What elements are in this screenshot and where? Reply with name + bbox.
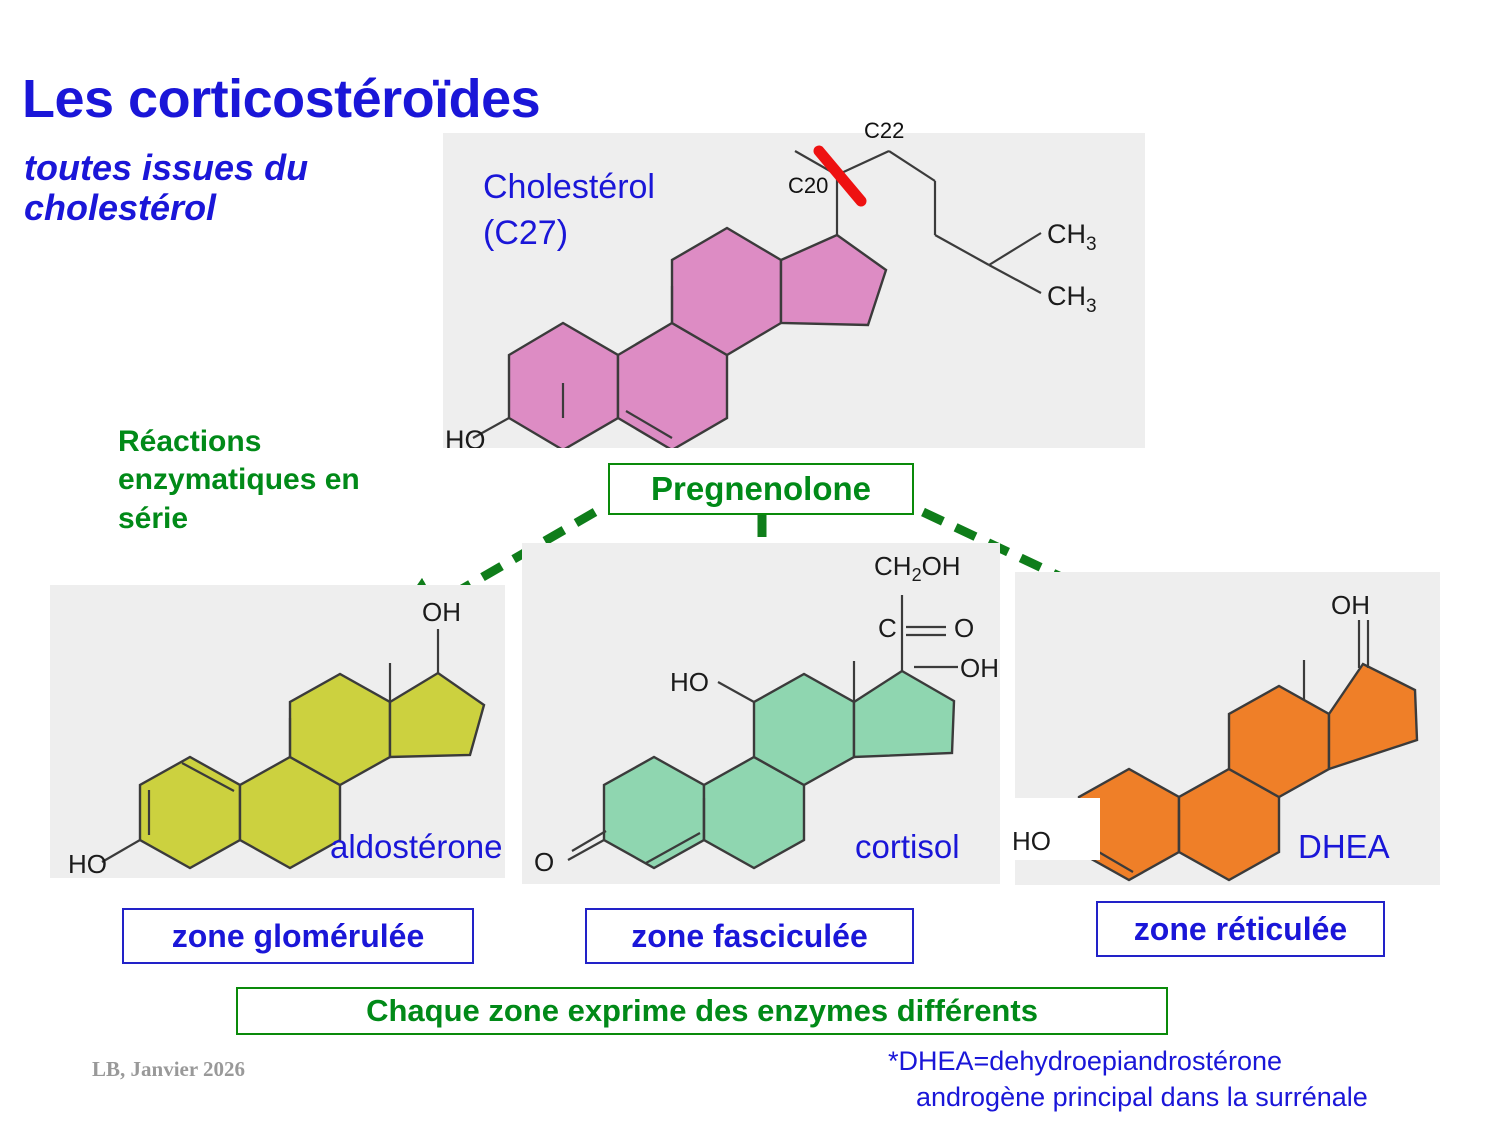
cortisol-structure-svg: O HO CH2OH C O OH (534, 551, 999, 877)
enzymes-note-box: Chaque zone exprime des enzymes différen… (236, 987, 1168, 1035)
cortisol-figure-panel: O HO CH2OH C O OH (522, 543, 1000, 884)
pregnenolone-label: Pregnenolone (650, 470, 872, 507)
cortisol-name-label: cortisol (855, 828, 960, 865)
atom-label-oh: OH (422, 597, 461, 627)
zone-box-glomerulee: zone glomérulée (122, 908, 474, 964)
footer-note-line2: androgène principal dans la surrénale (916, 1081, 1368, 1112)
aldosterone-figure-panel: HO OH (50, 585, 505, 878)
enzymes-note-label: Chaque zone exprime des enzymes différen… (366, 993, 1038, 1028)
atom-label-oh: OH (1331, 590, 1370, 620)
carbon-label-c22: C22 (864, 118, 905, 143)
atom-label-ch3-b: CH3 (1047, 281, 1097, 317)
enzymatic-reactions-note: Réactions enzymatiques en série (118, 425, 360, 535)
cholesterol-name-label: Cholestérol (C27) (483, 168, 655, 252)
atom-label-o-carbonyl: O (954, 613, 974, 643)
dhea-structure-svg: OH (1048, 590, 1419, 882)
footer-note-line1: *DHEA=dehydroepiandrostérone (888, 1046, 1283, 1076)
cholesterol-structure-svg: HO CH3 CH3 (445, 145, 1097, 448)
dhea-atom-label-ho: HO (1012, 826, 1051, 856)
zone-label-reticulee: zone réticulée (1133, 911, 1348, 947)
atom-label-ch2oh: CH2OH (874, 551, 961, 585)
footer-dhea-note: *DHEA=dehydroepiandrostérone androgène p… (888, 1044, 1368, 1115)
cholesterol-figure-panel: HO CH3 CH3 (443, 133, 1145, 448)
atom-label-ch3-a: CH3 (1047, 219, 1097, 255)
atom-label-ho: HO (68, 849, 107, 878)
page-subtitle: toutes issues du cholestérol (24, 147, 309, 229)
red-cleavage-slash (813, 145, 867, 207)
footer-author: LB, Janvier 2026 (92, 1057, 246, 1081)
aldosterone-structure-svg: HO OH (68, 597, 486, 878)
atom-label-c: C (878, 613, 897, 643)
zone-label-fasciculee: zone fasciculée (631, 918, 868, 954)
zone-box-fasciculee: zone fasciculée (585, 908, 914, 964)
atom-label-oh: OH (960, 653, 999, 683)
carbon-label-c20: C20 (788, 173, 829, 198)
zone-box-reticulee: zone réticulée (1096, 901, 1385, 957)
zone-label-glomerulee: zone glomérulée (171, 918, 425, 954)
atom-label-ho: HO (445, 425, 486, 448)
dhea-panel-mask (1005, 798, 1100, 860)
aldosterone-name-label: aldostérone (330, 828, 503, 865)
page-title: Les corticostéroïdes (22, 69, 541, 129)
dhea-name-label: DHEA (1298, 828, 1390, 865)
atom-label-o-ketone: O (534, 847, 554, 877)
pregnenolone-box: Pregnenolone (608, 463, 914, 515)
atom-label-ho: HO (670, 667, 709, 697)
